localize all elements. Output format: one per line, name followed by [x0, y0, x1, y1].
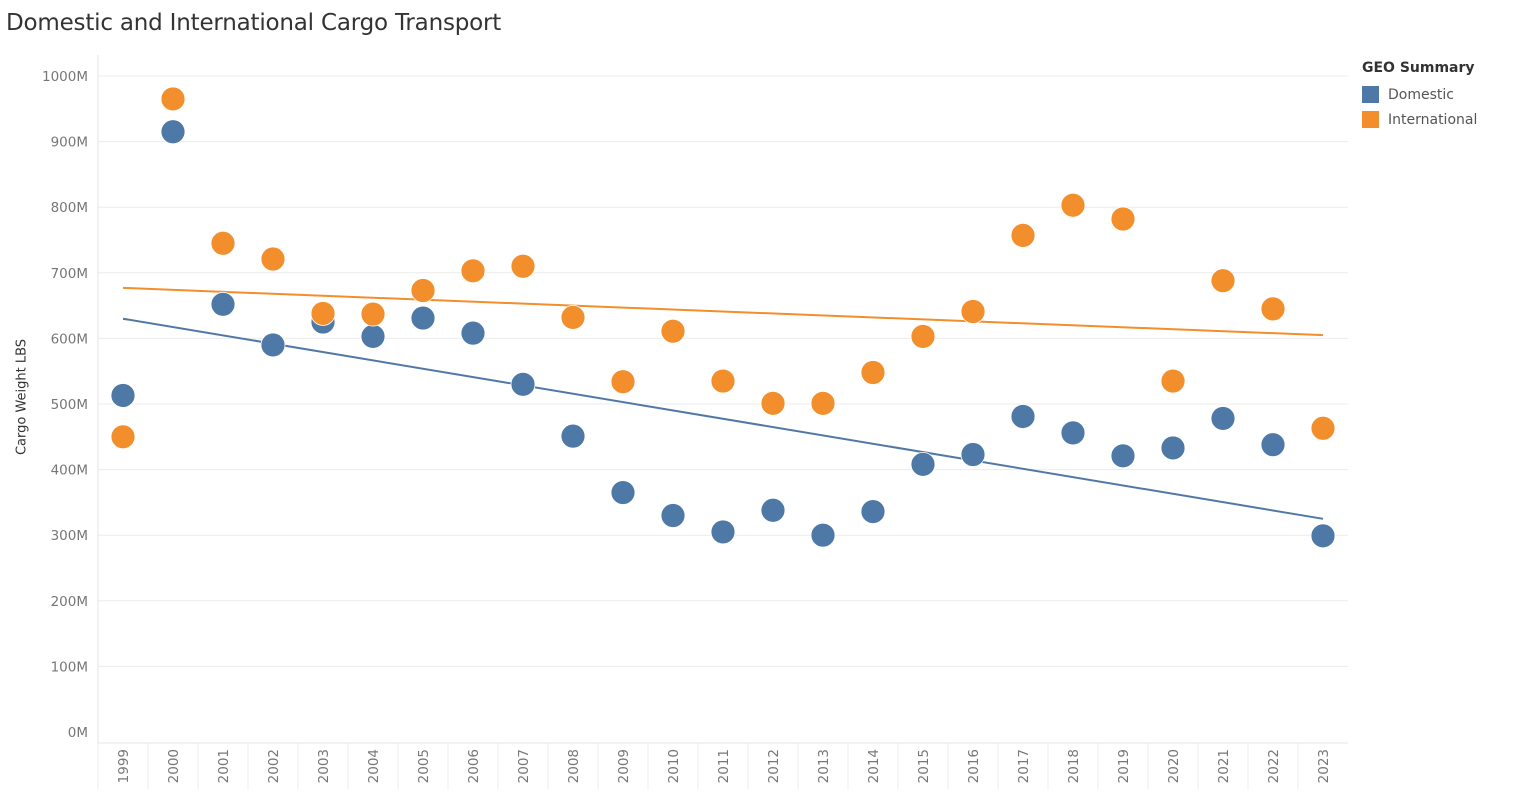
data-point-domestic [460, 320, 486, 346]
legend-swatch-domestic [1362, 86, 1379, 103]
data-point-international [1060, 192, 1086, 218]
legend: GEO Summary Domestic International [1362, 60, 1477, 132]
y-tick-label: 400M [51, 463, 88, 479]
data-point-international [760, 390, 786, 416]
y-tick-label: 1000M [42, 69, 88, 85]
x-tick-label: 2002 [266, 749, 282, 783]
data-point-domestic [810, 522, 836, 548]
x-tick-label: 2020 [1166, 749, 1182, 783]
data-point-domestic [1160, 435, 1186, 461]
y-tick-label: 900M [51, 135, 88, 151]
x-tick-label: 2000 [166, 749, 182, 783]
x-tick-label: 2009 [616, 749, 632, 783]
data-point-international [1010, 223, 1036, 248]
data-point-international [110, 424, 136, 450]
data-point-domestic [710, 519, 736, 545]
data-point-international [210, 230, 236, 256]
legend-label-domestic: Domestic [1388, 86, 1454, 103]
y-tick-label: 500M [51, 397, 88, 413]
data-point-international [910, 324, 936, 349]
data-point-international [260, 246, 286, 272]
x-tick-label: 2001 [216, 749, 232, 783]
data-point-domestic [910, 451, 936, 477]
x-tick-label: 2012 [766, 749, 782, 783]
data-point-domestic [160, 119, 186, 145]
y-tick-label: 0M [68, 725, 88, 741]
data-point-domestic [560, 423, 586, 449]
x-tick-label: 2004 [366, 749, 382, 783]
data-point-domestic [510, 371, 536, 397]
x-tick-label: 2005 [416, 749, 432, 783]
x-tick-label: 2008 [566, 749, 582, 783]
data-point-domestic [660, 503, 686, 528]
x-tick-label: 2023 [1316, 749, 1332, 783]
data-point-international [810, 390, 836, 416]
data-point-domestic [1210, 406, 1236, 431]
x-tick-label: 2022 [1266, 749, 1282, 783]
data-point-international [410, 278, 436, 303]
data-point-international [160, 86, 186, 112]
data-point-international [1210, 268, 1236, 294]
legend-item-international[interactable]: International [1362, 107, 1477, 132]
data-point-international [660, 318, 686, 344]
data-point-domestic [260, 332, 286, 358]
data-point-domestic [1260, 432, 1286, 458]
x-tick-label: 2021 [1216, 749, 1232, 783]
x-tick-label: 2010 [666, 749, 682, 783]
trend-line-domestic [122, 317, 1324, 520]
data-point-domestic [860, 499, 886, 524]
y-tick-label: 100M [51, 659, 88, 675]
x-tick-label: 2013 [816, 749, 832, 783]
data-point-international [960, 299, 986, 324]
y-tick-label: 200M [51, 594, 88, 610]
data-point-international [460, 258, 486, 284]
data-point-international [1310, 415, 1336, 441]
data-point-domestic [960, 442, 986, 467]
data-point-international [610, 369, 636, 395]
legend-label-international: International [1388, 111, 1478, 128]
x-tick-label: 2019 [1116, 749, 1132, 783]
data-point-international [1110, 206, 1136, 232]
y-tick-label: 800M [51, 200, 88, 216]
x-tick-label: 2006 [466, 749, 482, 783]
data-point-domestic [410, 305, 436, 331]
x-tick-label: 2018 [1066, 749, 1082, 783]
data-point-international [860, 360, 886, 385]
data-point-domestic [110, 383, 136, 408]
data-point-international [560, 305, 586, 330]
data-point-international [360, 301, 386, 327]
data-point-international [510, 253, 536, 279]
x-tick-label: 1999 [116, 749, 132, 783]
x-tick-label: 2011 [716, 749, 732, 783]
x-tick-label: 2014 [866, 749, 882, 783]
x-tick-label: 2017 [1016, 749, 1032, 783]
chart-title: Domestic and International Cargo Transpo… [6, 10, 502, 36]
y-tick-label: 300M [51, 528, 88, 544]
data-point-domestic [360, 324, 386, 349]
data-point-domestic [1060, 420, 1086, 446]
x-tick-label: 2007 [516, 749, 532, 783]
chart-plot: 0M 100M 200M 300M 400M 500M 600M 700M 800M 900M 10… [42, 55, 1348, 790]
data-point-domestic [610, 480, 636, 505]
data-point-international [710, 368, 736, 394]
legend-swatch-international [1362, 111, 1379, 128]
data-point-international [1160, 368, 1186, 394]
data-point-domestic [210, 291, 236, 317]
y-tick-label: 600M [51, 331, 88, 347]
legend-item-domestic[interactable]: Domestic [1362, 82, 1477, 107]
legend-title: GEO Summary [1362, 60, 1475, 76]
x-tick-label: 2015 [916, 749, 932, 783]
trend-line-international [122, 286, 1324, 337]
data-point-international [1260, 296, 1286, 322]
data-point-domestic [760, 497, 786, 523]
y-tick-label: 700M [51, 266, 88, 282]
x-tick-label: 2003 [316, 749, 332, 783]
data-point-domestic [1110, 443, 1136, 469]
data-point-international [310, 301, 336, 326]
x-tick-label: 2016 [966, 749, 982, 783]
data-point-domestic [1010, 404, 1036, 429]
data-point-domestic [1310, 523, 1336, 549]
